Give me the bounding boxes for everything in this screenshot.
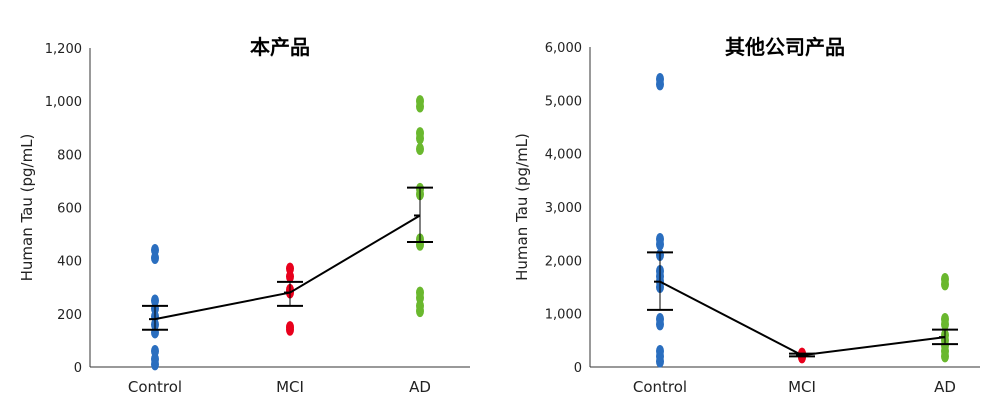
- y-tick-label: 0: [74, 361, 82, 376]
- y-tick-label: 4,000: [545, 148, 582, 163]
- data-point: [286, 270, 294, 283]
- data-point: [151, 358, 159, 371]
- y-tick-label: 1,000: [45, 95, 82, 110]
- data-point: [656, 355, 664, 368]
- x-tick-label: AD: [409, 378, 431, 396]
- y-tick-label: 1,000: [545, 308, 582, 323]
- y-tick-label: 6,000: [545, 41, 582, 56]
- data-point: [656, 238, 664, 251]
- y-tick-label: 200: [57, 308, 82, 323]
- mean-line: [659, 280, 946, 357]
- data-point: [656, 78, 664, 91]
- y-tick-label: 2,000: [545, 254, 582, 269]
- chart-title: 其他公司产品: [725, 35, 845, 59]
- data-point: [416, 305, 424, 318]
- y-tick-label: 800: [57, 148, 82, 163]
- y-tick-label: 5,000: [545, 94, 582, 109]
- x-tick-label: Control: [633, 378, 687, 396]
- x-tick-label: MCI: [788, 378, 816, 396]
- data-point: [941, 278, 949, 291]
- data-point: [416, 143, 424, 156]
- y-axis-label: Human Tau (pg/mL): [513, 133, 531, 281]
- data-point: [941, 350, 949, 363]
- x-tick-label: Control: [128, 378, 182, 396]
- data-point: [286, 323, 294, 336]
- y-axis-label: Human Tau (pg/mL): [18, 134, 36, 282]
- y-tick-label: 600: [57, 202, 82, 217]
- data-point: [941, 318, 949, 331]
- data-point: [151, 252, 159, 265]
- y-tick-label: 1,200: [45, 42, 82, 57]
- y-tick-label: 0: [574, 361, 582, 376]
- x-tick-label: AD: [934, 378, 956, 396]
- x-tick-label: MCI: [276, 378, 304, 396]
- data-point: [416, 100, 424, 113]
- data-point: [416, 132, 424, 145]
- chart-title: 本产品: [250, 35, 310, 59]
- chart-1: 0 200 400 600 800 1,000 1,200 本产品 Human Tau (pg/…: [18, 35, 470, 396]
- y-tick-label: 400: [57, 255, 82, 270]
- y-tick-label: 3,000: [545, 201, 582, 216]
- data-point: [656, 318, 664, 331]
- chart-2: 0 1,000 2,000 3,000 4,000 5,000 6,000 其他公司产品 Hum…: [513, 35, 980, 396]
